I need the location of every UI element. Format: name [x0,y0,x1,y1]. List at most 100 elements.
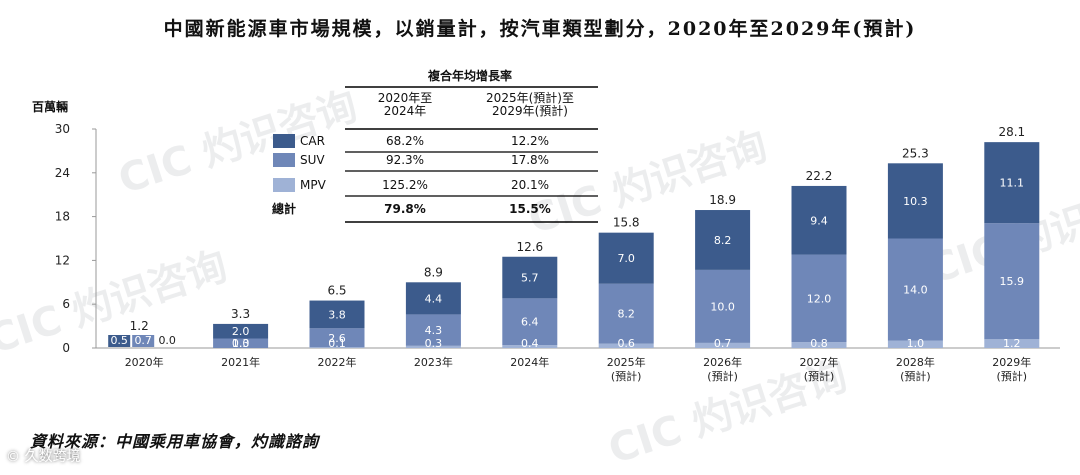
segment-value-label: 14.0 [903,284,928,297]
cagr-col-header: 2020年至 [378,91,433,105]
chart-title: 中國新能源車市場規模，以銷量計，按汽車類型劃分，2020年至2029年(預計) [163,18,917,40]
segment-value-label: 4.3 [425,324,443,337]
x-tick-label: 2020年 [125,355,164,369]
x-tick-label: (預計) [611,369,642,383]
segment-value-label: 7.0 [617,252,635,265]
cagr-value: 92.3% [386,153,424,167]
bar-segment-car [213,323,269,339]
x-tick-label: 2025年 [607,355,646,369]
segment-value-label: 0.5 [110,334,128,347]
y-tick-label: 30 [55,122,70,136]
y-tick-label: 24 [55,166,70,180]
legend-swatch-mpv [273,178,295,192]
segment-value-label: 6.4 [521,316,539,329]
chart-labels: 0.5 0.7 0.01.20.01.32.03.30.12.63.86.50.34… [110,125,1025,350]
bar-total-label: 3.3 [231,307,250,321]
bar-total-label: 1.2 [130,319,149,333]
bar-segment-mpv [984,339,1040,348]
segment-value-label: 0.6 [617,337,635,350]
legend-total-label: 總計 [272,201,296,216]
x-tick-label: (預計) [804,369,835,383]
cagr-value: 12.2% [511,134,549,148]
bar-total-label: 28.1 [998,125,1025,139]
legend-label: SUV [300,153,325,167]
bar-segment-suv [695,269,751,343]
segment-value-label: 8.2 [714,234,732,247]
y-tick-label: 6 [62,297,70,311]
segment-value-label: 0.0 [158,334,176,347]
bar-segment-mpv [598,343,654,348]
segment-value-label: 2.0 [232,325,250,338]
segment-value-label: 10.3 [903,195,928,208]
segment-value-label: 5.7 [521,272,539,285]
x-tick-label: 2024年 [510,355,549,369]
legend-label: MPV [300,178,327,192]
bar-segment-suv [213,338,269,348]
segment-value-label: 1.3 [232,337,250,350]
segment-value-label: 0.7 [134,334,152,347]
bar-total-label: 25.3 [902,146,929,160]
bar-segment-suv [887,238,943,341]
segment-value-label: 0.0 [232,337,250,350]
bar-segment-car [598,232,654,284]
segment-value-label: 12.0 [807,292,832,305]
segment-value-label: 15.9 [1000,275,1025,288]
cagr-value: 68.2% [386,134,424,148]
y-tick-label: 18 [55,210,70,224]
bar-segment-suv [309,328,365,348]
x-tick-label: 2028年 [896,355,935,369]
bar-segment-car [405,282,461,315]
cagr-heading: 複合年均增長率 [427,68,512,83]
segment-value-label: 0.1 [328,337,346,350]
bar-segment-car [309,300,365,329]
bar-segment-suv [405,314,461,346]
segment-value-label: 1.0 [907,337,925,350]
segment-value-label: 4.4 [425,292,443,305]
bar-total-label: 12.6 [516,240,543,254]
cagr-col-header: 2029年(預計) [492,103,568,118]
y-tick-label: 0 [62,341,70,355]
bar-segment-car [108,335,131,347]
footer-badge: © 久数跨境 [6,449,81,465]
bar-segment-suv [791,254,847,343]
bar-segment-car [502,256,558,299]
x-tick-label: 2026年 [703,355,742,369]
bar-segment-suv [502,298,558,346]
segment-value-label: 0.3 [425,337,443,350]
legend-swatch-car [273,134,295,148]
bar-segment-mpv [887,340,943,348]
legend-label: CAR [300,134,325,148]
segment-value-label: 0.7 [714,337,732,350]
bar-total-label: 8.9 [424,265,443,279]
cagr-value: 17.8% [511,153,549,167]
cagr-col-header: 2024年 [384,104,427,118]
segment-value-label: 0.8 [810,337,828,350]
segment-value-label: 8.2 [617,308,635,321]
bar-segment-car [887,163,943,239]
cagr-value: 79.8% [384,202,426,216]
bar-segment-car [791,185,847,255]
bar-segment-suv [132,335,155,347]
bar-total-label: 22.2 [806,169,833,183]
bar-segment-car [984,142,1040,224]
bar-segment-suv [984,223,1040,340]
bar-segment-mpv [791,342,847,348]
x-tick-label: (預計) [997,369,1028,383]
x-tick-label: (預計) [900,369,931,383]
segment-value-label: 0.4 [521,337,539,350]
segment-value-label: 3.8 [328,308,346,321]
x-tick-label: 2021年 [221,355,260,369]
cagr-value: 20.1% [511,178,549,192]
segment-value-label: 2.6 [328,332,346,345]
x-tick-label: 2027年 [800,355,839,369]
bar-segment-suv [598,283,654,344]
bar-total-label: 6.5 [327,284,346,298]
bar-total-label: 18.9 [709,193,736,207]
bar-segment-mpv [502,345,558,348]
bar-segment-mpv [405,345,461,348]
y-tick-label: 12 [55,253,70,267]
legend-swatch-suv [273,153,295,167]
cagr-value: 125.2% [382,178,428,192]
